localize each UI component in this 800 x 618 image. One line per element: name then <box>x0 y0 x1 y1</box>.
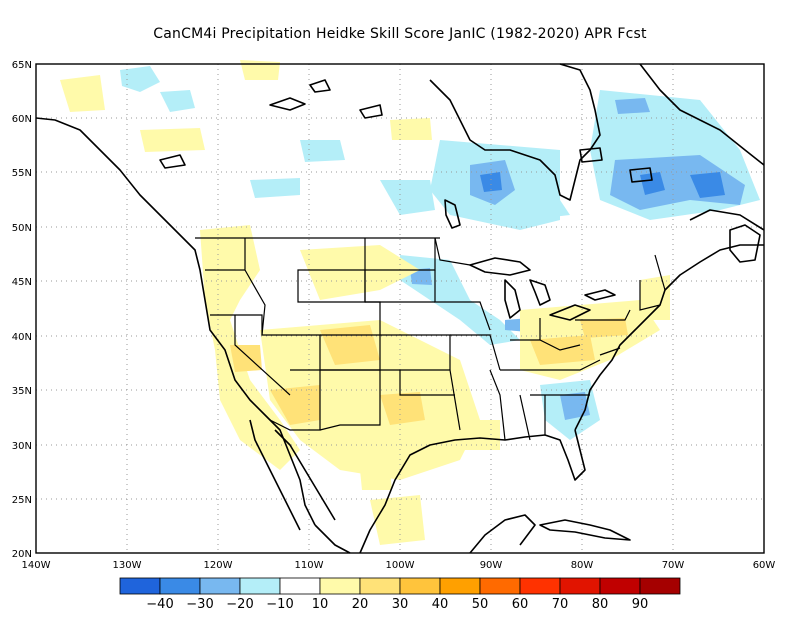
map-title: CanCM4i Precipitation Heidke Skill Score… <box>153 26 647 42</box>
map-frame <box>35 63 765 554</box>
longitude-labels: 140W 130W 120W 110W 100W 90W 80W 70W 60W <box>22 560 776 571</box>
lon-label: 80W <box>571 560 594 571</box>
lon-label: 60W <box>753 560 776 571</box>
lat-label: 40N <box>12 332 32 343</box>
colorbar-label: 30 <box>392 597 409 612</box>
colorbar-swatch <box>279 577 321 595</box>
colorbar-swatch <box>319 577 361 595</box>
lon-label: 130W <box>113 560 142 571</box>
colorbar-label: −10 <box>266 597 293 612</box>
lat-label: 45N <box>12 277 32 288</box>
lon-label: 120W <box>204 560 233 571</box>
lon-label: 90W <box>480 560 503 571</box>
colorbar-swatch <box>639 577 681 595</box>
lat-label: 60N <box>12 114 32 125</box>
colorbar-swatch <box>199 577 241 595</box>
colorbar: −40 −30 −20 −10 10 20 30 40 50 60 70 80 90 <box>119 577 681 612</box>
lon-label: 70W <box>662 560 685 571</box>
lat-label: 20N <box>12 549 32 560</box>
skill-shading-layer <box>60 60 760 545</box>
lat-label: 30N <box>12 441 32 452</box>
colorbar-swatch <box>239 577 281 595</box>
colorbar-swatch <box>559 577 601 595</box>
colorbar-swatch <box>159 577 201 595</box>
colorbar-label: 20 <box>352 597 369 612</box>
colorbar-swatch <box>399 577 441 595</box>
latitude-labels: 65N 60N 55N 50N 45N 40N 35N 30N 25N 20N <box>12 60 32 560</box>
colorbar-swatch <box>519 577 561 595</box>
lat-label: 50N <box>12 223 32 234</box>
colorbar-swatch <box>479 577 521 595</box>
state-borders <box>195 237 666 441</box>
colorbar-label: −30 <box>186 597 213 612</box>
colorbar-label: 60 <box>512 597 529 612</box>
colorbar-label: 90 <box>632 597 649 612</box>
colorbar-label: 80 <box>592 597 609 612</box>
colorbar-label: −40 <box>146 597 173 612</box>
lon-label: 100W <box>386 560 415 571</box>
colorbar-swatch <box>359 577 401 595</box>
colorbar-swatch <box>439 577 481 595</box>
lat-label: 35N <box>12 386 32 397</box>
colorbar-label: 70 <box>552 597 569 612</box>
lat-label: 65N <box>12 60 32 71</box>
lat-label: 25N <box>12 495 32 506</box>
colorbar-label: 10 <box>312 597 329 612</box>
lon-label: 110W <box>295 560 324 571</box>
lon-label: 140W <box>22 560 51 571</box>
colorbar-swatch <box>599 577 641 595</box>
colorbar-label: 50 <box>472 597 489 612</box>
colorbar-swatch <box>119 577 161 595</box>
colorbar-label: −20 <box>226 597 253 612</box>
lat-label: 55N <box>12 168 32 179</box>
colorbar-label: 40 <box>432 597 449 612</box>
